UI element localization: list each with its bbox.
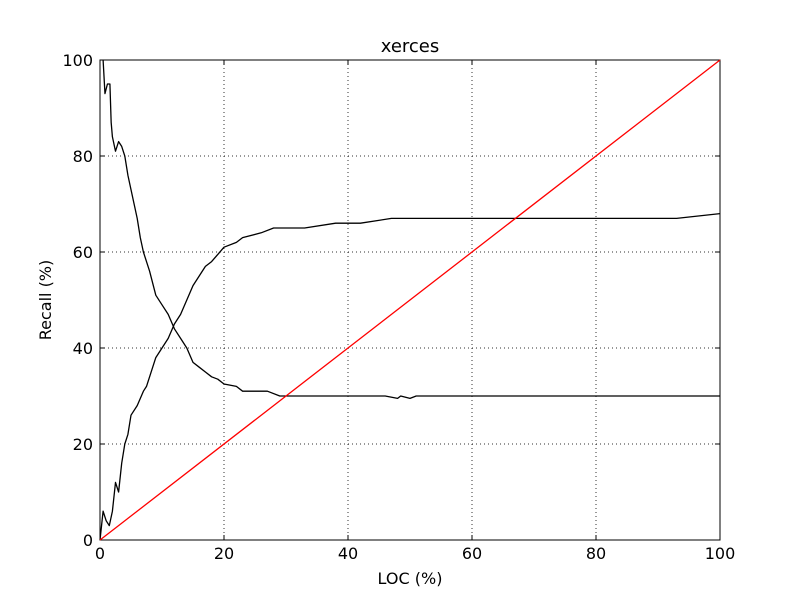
y-tick-label: 0	[83, 531, 93, 550]
axis-ticks: 0 20 40 60 80 100 0 20 40 60 80 100	[62, 51, 735, 563]
series-lines	[99, 59, 721, 541]
plot-frame	[99, 59, 721, 541]
y-tick-label: 100	[62, 51, 93, 70]
x-tick-label: 100	[705, 544, 736, 563]
y-axis-label: Recall (%)	[36, 260, 55, 341]
x-tick-label: 20	[214, 544, 234, 563]
y-tick-label: 40	[73, 339, 93, 358]
x-tick-label: 0	[95, 544, 105, 563]
chart-title: xerces	[381, 36, 440, 57]
random-diagonal-line	[99, 59, 721, 541]
y-tick-label: 60	[73, 243, 93, 262]
grid-lines	[100, 60, 720, 540]
y-tick-label: 20	[73, 435, 93, 454]
x-tick-label: 80	[586, 544, 606, 563]
x-tick-label: 40	[338, 544, 358, 563]
recall-rising-line	[99, 212, 721, 541]
y-tick-label: 80	[73, 147, 93, 166]
x-tick-label: 60	[462, 544, 482, 563]
x-axis-label: LOC (%)	[378, 569, 443, 588]
recall-falling-line	[102, 59, 720, 400]
